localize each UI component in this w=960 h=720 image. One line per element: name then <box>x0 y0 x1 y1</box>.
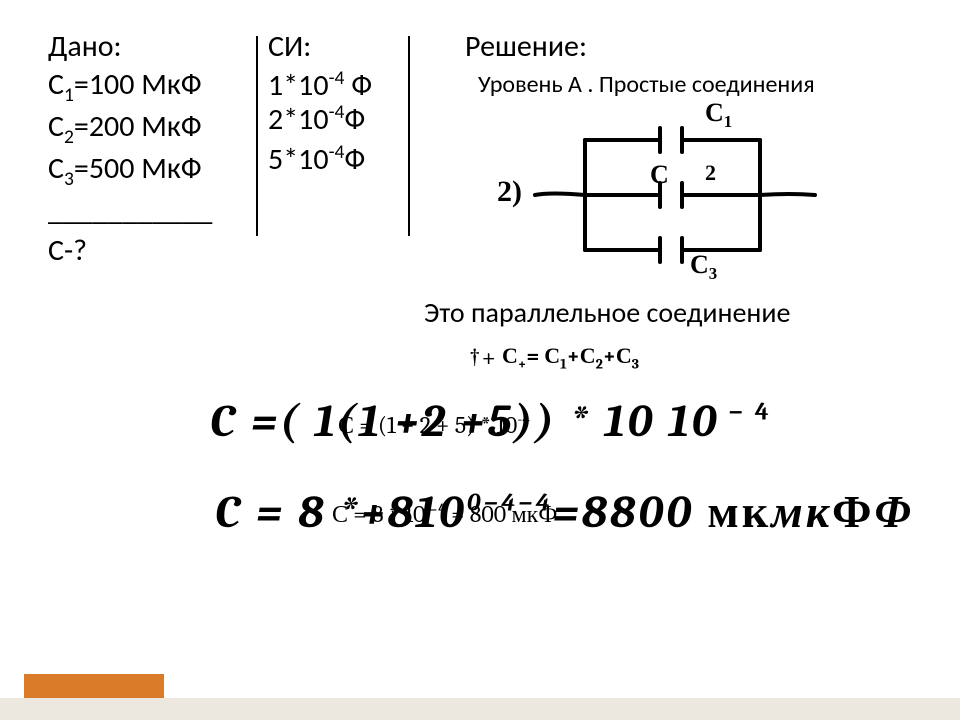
label-c2-small: 2 <box>705 160 716 186</box>
formula-line2-inner: С = (1 + 2 + 5) * 10-4 <box>338 410 530 440</box>
footer-orange-block <box>24 674 164 698</box>
label-c2: C <box>650 160 669 190</box>
header-solution: Решение: <box>465 28 587 65</box>
footer <box>0 672 960 720</box>
header-si: СИ: <box>268 28 311 65</box>
given-c2: С2=200 МкФ <box>48 108 202 149</box>
formula-line3-inner: С = 8 * 10⁻⁴ = 800 мкФ <box>332 500 557 529</box>
si-c2: 2*10-4Ф <box>268 100 365 138</box>
separator-given-si <box>256 36 258 236</box>
formula-sum: С+= С1+С2+С3 <box>502 343 639 372</box>
si-c3: 5*10-4Ф <box>268 140 365 178</box>
solution-description: Это параллельное соединение <box>424 295 790 330</box>
slide: Дано: СИ: Решение: С1=100 МкФ С2=200 МкФ… <box>0 0 960 720</box>
circuit-svg <box>530 110 820 275</box>
circuit-number: 2) <box>497 175 522 209</box>
si-c1: 1*10-4 Ф <box>268 66 372 104</box>
formula-line3-outer: C = 8 *+8100−4−4=8800 мкмкФΦ <box>215 485 914 539</box>
separator-si-solution <box>408 36 410 236</box>
footer-grey-bar <box>0 698 960 720</box>
given-find: С-? <box>48 232 87 269</box>
formula-prefix: †+ <box>468 343 496 373</box>
solution-level: Уровень А . Простые соединения <box>478 70 815 99</box>
given-c1: С1=100 МкФ <box>48 66 202 107</box>
label-c3: C3 <box>690 250 717 284</box>
label-c1: C1 <box>705 98 732 132</box>
given-separator: ___________ <box>48 192 212 229</box>
given-c3: С3=500 МкФ <box>48 150 202 191</box>
header-given: Дано: <box>48 28 122 65</box>
circuit-diagram: C1 2 C C3 <box>530 110 820 275</box>
